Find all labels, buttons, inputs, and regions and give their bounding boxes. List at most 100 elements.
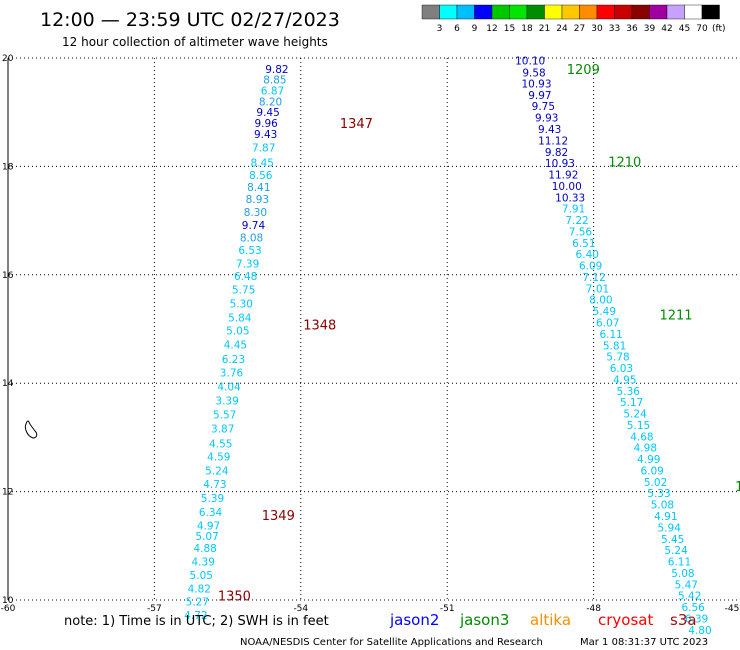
y-tick-label: 10 [2, 596, 14, 606]
colorbar-tick-label: 42 [661, 24, 672, 34]
wave-height-point: 4.72 [184, 610, 207, 622]
wave-height-point: 7.56 [569, 226, 593, 238]
wave-height-point: 10.10 [515, 56, 545, 68]
colorbar-tick-label: 21 [539, 24, 550, 34]
colorbar-swatch [561, 4, 580, 20]
satellite-legend: jason2 jason3 altika cryosat s3a [389, 611, 697, 629]
wave-height-point: 5.94 [658, 522, 682, 534]
colorbar-tick-label: 12 [486, 24, 497, 34]
wave-height-point: 5.08 [651, 500, 674, 512]
wave-height-point: 4.98 [634, 443, 657, 455]
x-tick-label: -51 [440, 604, 455, 614]
wave-height-point: 5.07 [195, 531, 218, 543]
wave-height-point: 6.87 [261, 86, 284, 98]
axes: -60 -57 -54 -51 -48 -45 10 12 14 16 18 20 [1, 54, 740, 614]
colorbar-tick-label: 9 [472, 24, 478, 34]
wave-height-point: 7.91 [562, 204, 585, 216]
pass-number-label: 121 [735, 480, 740, 495]
wave-height-point: 4.68 [630, 431, 653, 443]
wave-height-point: 5.17 [620, 397, 643, 409]
wave-height-point: 5.39 [201, 493, 224, 505]
x-tick-label: -60 [1, 604, 16, 614]
colorbar-swatch [596, 4, 615, 20]
y-tick-label: 12 [2, 488, 13, 498]
wave-height-point: 9.93 [535, 113, 558, 125]
colorbar-tick-label: 15 [504, 24, 515, 34]
wave-height-point: 4.99 [637, 454, 660, 466]
island-outline [24, 420, 38, 439]
wave-height-point: 6.39 [685, 613, 708, 625]
pass-number-label: 1350 [218, 590, 251, 605]
colorbar-tick-label: 18 [521, 24, 533, 34]
wave-height-point: 4.95 [613, 374, 636, 386]
wave-height-point: 9.58 [522, 68, 545, 80]
colorbar-swatch [526, 4, 545, 20]
colorbar-legend: 3 6 9 12 15 18 21 24 27 30 33 36 39 42 45 70 (ft) [421, 4, 726, 34]
footer-credit: NOAA/NESDIS Center for Satellite Applica… [240, 637, 543, 648]
wave-height-point: 8.08 [240, 232, 263, 244]
pass-number-label: 1347 [340, 117, 373, 132]
legend-entry-altika: altika [530, 611, 571, 629]
wave-height-point: 4.82 [188, 584, 211, 596]
wave-height-point: 5.08 [671, 568, 694, 580]
x-tick-label: -57 [147, 604, 162, 614]
wave-height-point: 9.96 [254, 118, 278, 130]
colorbar-swatch [509, 4, 528, 20]
wave-height-point: 8.93 [246, 194, 269, 206]
wave-height-point: 6.48 [234, 271, 257, 283]
wave-height-point: 8.56 [249, 170, 273, 182]
wave-height-point: 11.12 [538, 135, 568, 147]
colorbar-tick-label: 39 [644, 24, 656, 34]
wave-height-point: 4.80 [688, 625, 711, 637]
wave-height-point: 5.05 [226, 326, 249, 338]
y-tick-label: 14 [2, 379, 14, 389]
wave-height-point: 5.27 [186, 597, 209, 609]
wave-height-point: 4.55 [209, 438, 232, 450]
footer-timestamp: Mar 1 08:31:37 UTC 2023 [580, 637, 708, 648]
wave-height-point: 5.36 [617, 386, 641, 398]
wave-height-point: 9.82 [265, 64, 288, 76]
wave-height-point: 6.53 [238, 245, 261, 257]
colorbar-tick-label: 30 [591, 24, 603, 34]
wave-height-point: 5.42 [678, 591, 701, 603]
wave-height-point: 6.11 [599, 329, 622, 341]
wave-height-point: 6.56 [681, 602, 705, 614]
legend-entry-cryosat: cryosat [598, 611, 653, 629]
legend-entry-s3a: s3a [670, 611, 697, 629]
pass-number-label: 1348 [303, 319, 336, 334]
wave-height-point: 6.03 [610, 363, 633, 375]
colorbar-swatch [491, 4, 510, 20]
wave-height-point: 7.12 [582, 272, 605, 284]
wave-height-point: 8.20 [259, 96, 282, 108]
wave-height-point: 8.41 [247, 182, 270, 194]
colorbar-swatch [649, 4, 668, 20]
wave-height-point: 5.24 [205, 465, 229, 477]
wave-height-point: 10.33 [555, 192, 585, 204]
wave-height-point: 4.04 [217, 381, 241, 393]
wave-height-point: 4.91 [654, 511, 677, 523]
wave-height-point: 4.59 [207, 451, 230, 463]
wave-height-point: 5.47 [675, 579, 698, 591]
wave-height-point: 10.00 [552, 181, 582, 193]
colorbar-tick-label: 33 [609, 24, 620, 34]
colorbar-swatch [421, 4, 440, 20]
x-tick-label: -48 [586, 604, 601, 614]
wave-height-point: 8.45 [251, 158, 274, 170]
colorbar-swatch [456, 4, 475, 20]
colorbar-tick-label: 24 [556, 24, 568, 34]
wave-height-point: 10.93 [521, 78, 551, 90]
wave-height-point: 6.34 [199, 507, 223, 519]
colorbar-swatch [544, 4, 563, 20]
wave-height-point: 4.73 [203, 479, 226, 491]
wave-height-point: 9.74 [242, 220, 266, 232]
wave-height-point: 5.05 [190, 570, 213, 582]
colorbar-swatch [631, 4, 650, 20]
colorbar-tick-label: 45 [679, 24, 690, 34]
wave-height-point: 9.45 [256, 107, 279, 119]
colorbar-swatch [666, 4, 685, 20]
colorbar-tick-label: 27 [574, 24, 585, 34]
wave-height-point: 5.24 [623, 409, 647, 421]
colorbar-swatch [474, 4, 493, 20]
wave-height-point: 7.39 [236, 258, 259, 270]
